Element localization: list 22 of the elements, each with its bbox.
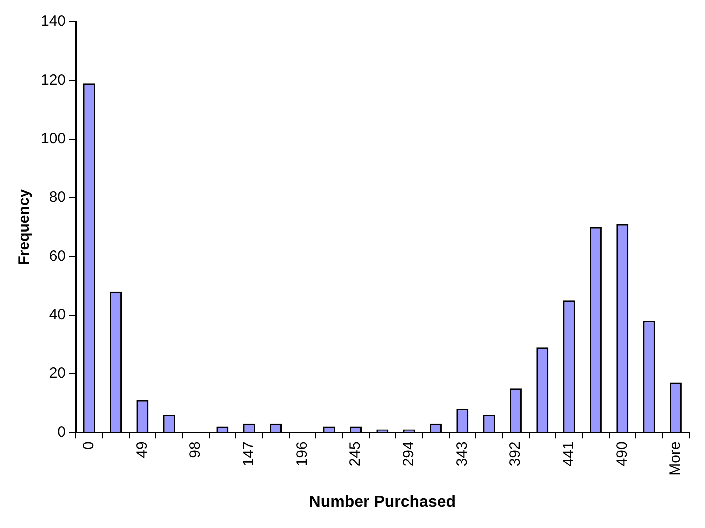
x-tick-label: 49 [134,442,151,458]
x-tick-label: 147 [240,442,258,467]
x-axis-title: Number Purchased [309,494,456,511]
y-tick-label: 80 [49,189,66,206]
y-tick-label: 140 [40,13,66,30]
x-tick-label: 343 [454,442,471,467]
x-tick-label: 392 [507,442,524,467]
y-tick-label: 0 [58,424,66,441]
x-tick-label: 0 [80,442,98,450]
y-tick-label: 120 [40,72,66,89]
x-tick-label: 245 [347,442,364,467]
y-tick-label: 100 [40,130,66,148]
x-tick-label: 490 [614,442,631,467]
y-axis-title: Frequency [16,188,34,266]
x-tick-label: 196 [294,442,311,467]
y-tick-label: 20 [49,365,66,382]
x-tick-label: More [667,442,684,476]
x-tick-label: 441 [560,442,578,467]
y-tick-label: 60 [49,248,66,265]
x-tick-label: 294 [400,442,418,467]
y-tick-label: 40 [49,306,66,324]
x-tick-label: 98 [187,442,204,458]
